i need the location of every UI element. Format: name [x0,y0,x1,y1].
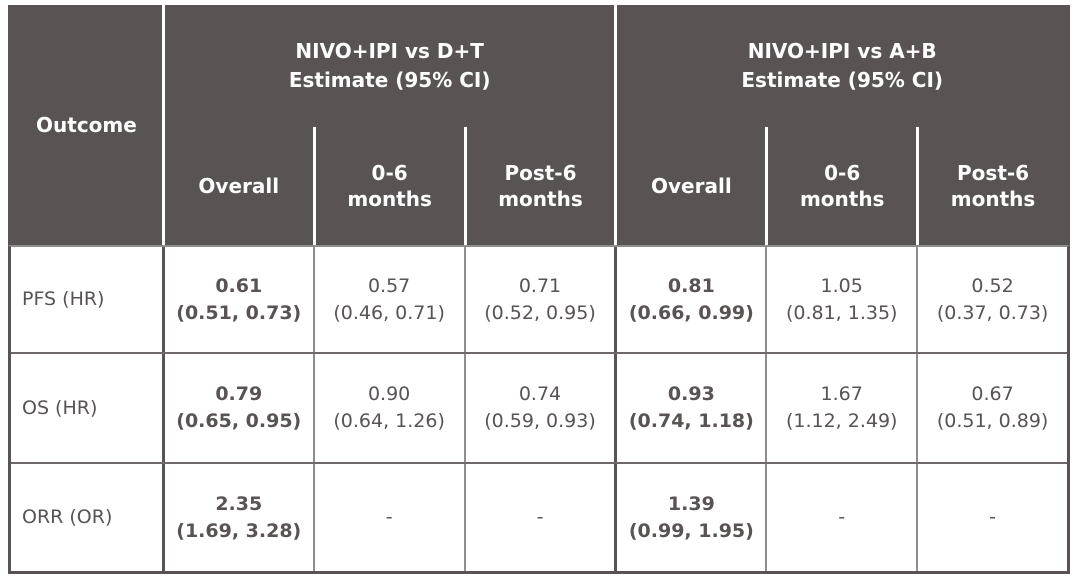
ci-value: (0.37, 0.73) [936,301,1049,324]
estimate-value: - [385,506,393,528]
row-label-os: OS (HR) [22,396,98,419]
estimate-value: 0.57 [367,274,411,297]
estimate-cell: 0.67 (0.51, 0.89) [916,354,1067,462]
estimate-cell: 0.52 (0.37, 0.73) [916,247,1067,352]
estimate-value: 1.39 [667,492,715,515]
estimate-cell: 0.93 (0.74, 1.18) [614,354,765,462]
estimate-cell: 1.39 (0.99, 1.95) [614,464,765,571]
ci-value: (0.66, 0.99) [628,301,754,324]
estimate-cell: 1.05 (0.81, 1.35) [765,247,916,352]
ci-value: (0.65, 0.95) [176,410,302,432]
estimate-value: 0.74 [518,383,562,405]
subheader-0-6-months-ab: 0-6 months [765,127,916,245]
estimate-value: 0.81 [667,274,715,297]
ci-value: (0.74, 1.18) [628,410,754,432]
estimate-cell: 0.79 (0.65, 0.95) [161,354,313,462]
ci-value: (0.81, 1.35) [785,301,898,324]
ci-value: (0.59, 0.93) [484,410,596,432]
ci-value: (0.99, 1.95) [628,519,754,542]
estimate-value: 0.61 [215,274,263,297]
ci-value: (0.52, 0.95) [484,301,596,324]
subheader-post-6-months-dt: Post-6 months [463,127,615,245]
table-row-os: OS (HR) 0.79 (0.65, 0.95) 0.90 (0.64, 1.… [11,352,1067,462]
estimate-cell: 0.71 (0.52, 0.95) [463,247,615,352]
group-header-nivo-ipi-vs-ab: NIVO+IPI vs A+B Estimate (95% CI) [614,5,1067,127]
estimate-cell: 2.35 (1.69, 3.28) [161,464,313,571]
row-label-orr: ORR (OR) [22,506,113,528]
outcome-header-cell: Outcome [11,5,162,245]
estimate-value: 0.67 [971,383,1014,405]
estimate-value: 1.67 [820,383,863,405]
estimate-cell: 0.90 (0.64, 1.26) [312,354,464,462]
group-title-line2: Estimate (95% CI) [741,68,944,92]
estimate-value: - [989,506,996,528]
group-title-line1: NIVO+IPI vs D+T [295,39,484,63]
estimate-value: 1.05 [820,274,863,297]
subheader-0-6-months-dt: 0-6 months [312,127,464,245]
table-header: Outcome NIVO+IPI vs D+T Estimate (95% CI… [8,5,1070,245]
estimate-value: 0.79 [215,383,263,405]
row-label-pfs: PFS (HR) [22,288,105,310]
estimate-cell: 0.57 (0.46, 0.71) [312,247,464,352]
ci-value: (1.69, 3.28) [176,519,302,542]
estimate-cell: 0.81 (0.66, 0.99) [614,247,765,352]
ci-value: (0.51, 0.73) [176,301,302,324]
results-table: Outcome NIVO+IPI vs D+T Estimate (95% CI… [8,5,1070,574]
group-title-line2: Estimate (95% CI) [288,68,491,92]
group-title-line1: NIVO+IPI vs A+B [747,39,937,63]
estimate-cell: 0.74 (0.59, 0.93) [463,354,615,462]
subheader-post-6-months-ab: Post-6 months [916,127,1067,245]
estimate-cell: 0.61 (0.51, 0.73) [161,247,313,352]
estimate-cell: - [765,464,916,571]
group-header-nivo-ipi-vs-dt: NIVO+IPI vs D+T Estimate (95% CI) [161,5,615,127]
estimate-value: 0.93 [667,383,715,405]
estimate-cell: - [312,464,464,571]
estimate-value: 2.35 [215,492,263,515]
subheader-overall-ab: Overall [614,127,765,245]
subheader-overall-dt: Overall [161,127,313,245]
table-row-pfs: PFS (HR) 0.61 (0.51, 0.73) 0.57 (0.46, 0… [11,247,1067,352]
estimate-cell: - [916,464,1067,571]
ci-value: (1.12, 2.49) [785,410,898,432]
ci-value: (0.46, 0.71) [333,301,445,324]
estimate-value: 0.90 [367,383,411,405]
outcome-header-label: Outcome [36,113,137,137]
estimate-value: 0.71 [518,274,562,297]
estimate-value: - [838,506,846,528]
estimate-cell: 1.67 (1.12, 2.49) [765,354,916,462]
estimate-cell: - [463,464,615,571]
ci-value: (0.64, 1.26) [333,410,445,432]
estimate-value: 0.52 [971,274,1014,297]
table-row-orr: ORR (OR) 2.35 (1.69, 3.28) - - 1.39 (0.9… [11,462,1067,571]
estimate-value: - [536,506,544,528]
table-body: PFS (HR) 0.61 (0.51, 0.73) 0.57 (0.46, 0… [8,245,1070,574]
ci-value: (0.51, 0.89) [936,410,1049,432]
